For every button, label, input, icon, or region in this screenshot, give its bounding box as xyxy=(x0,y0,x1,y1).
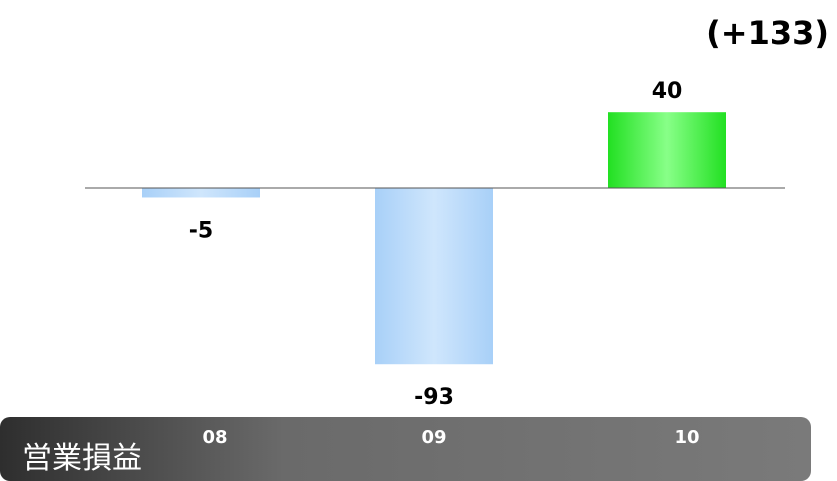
category-label-10: 10 xyxy=(674,427,699,448)
value-label-08: -5 xyxy=(189,218,213,243)
bar-08 xyxy=(142,188,260,198)
value-label-09: -93 xyxy=(414,385,454,410)
bar-10 xyxy=(608,112,726,188)
value-label-10: 40 xyxy=(652,79,683,104)
bar-09 xyxy=(375,188,493,365)
category-label-08: 08 xyxy=(202,427,227,448)
change-label: (+133) xyxy=(706,14,829,52)
category-band xyxy=(0,417,811,481)
category-labels: 08 09 10 xyxy=(202,427,699,448)
bars: -5 -93 40 xyxy=(142,79,726,410)
category-label-09: 09 xyxy=(421,427,446,448)
chart-title: 営業損益 xyxy=(22,441,142,476)
